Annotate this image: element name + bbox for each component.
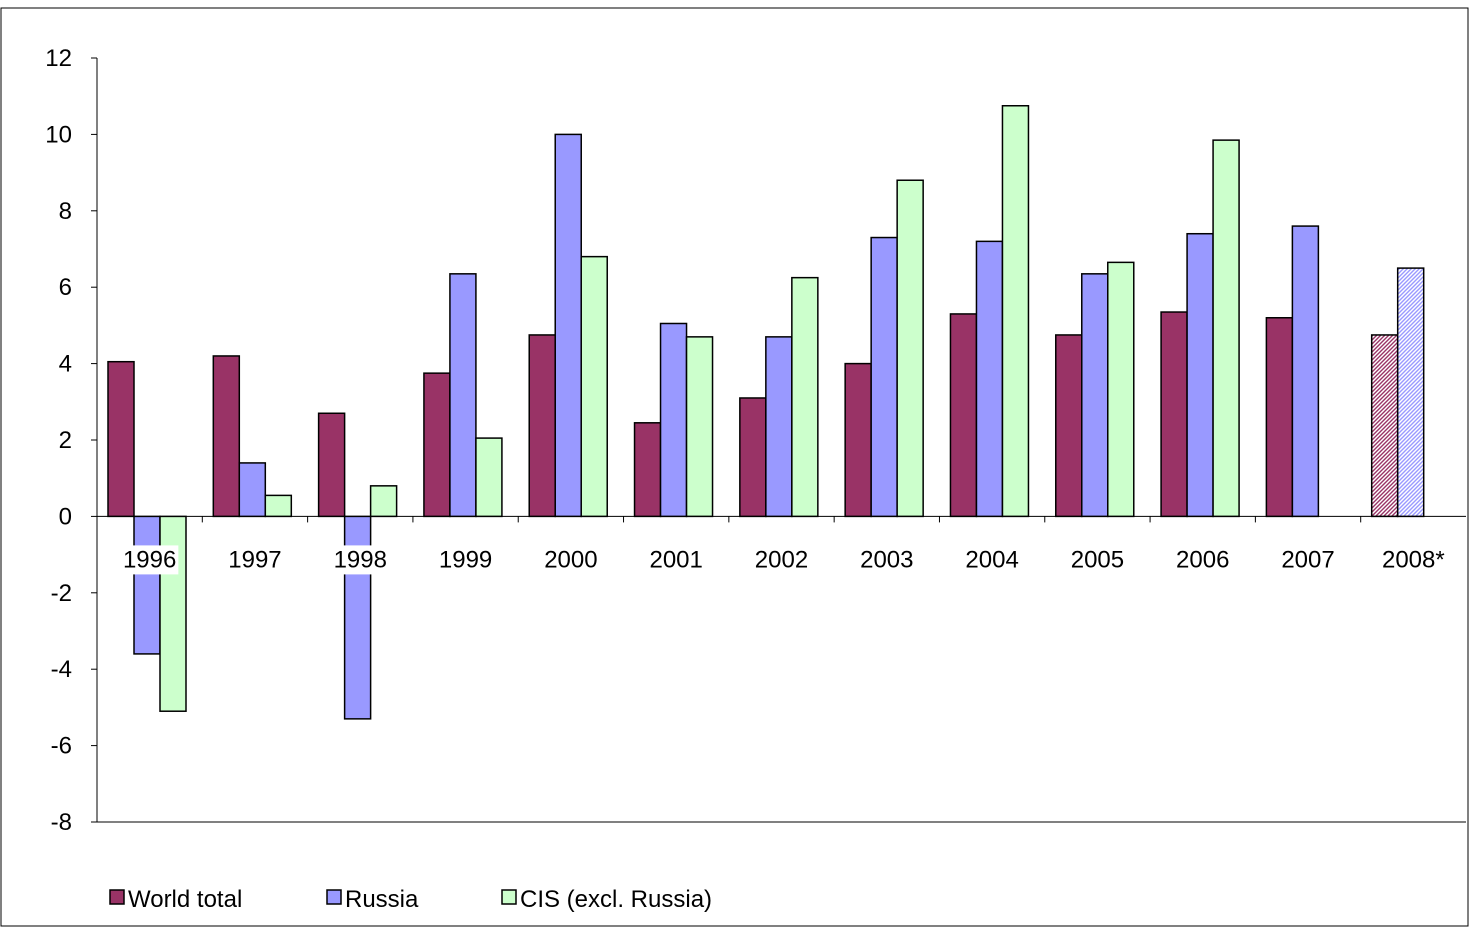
x-tick-label: 1997 [228, 546, 281, 573]
bar-cis-excl-russia-2004 [1001, 105, 1030, 518]
bar-world-total-2006 [1160, 311, 1188, 518]
bar-russia-2005 [1081, 273, 1109, 518]
bar-cis-excl-russia-1997 [264, 494, 293, 518]
bar-cis-excl-russia-2000 [580, 255, 608, 518]
x-tick-label: 1998 [334, 546, 387, 573]
x-tick-label: 1996 [123, 546, 176, 573]
x-tick-label-background [226, 545, 284, 575]
bar-russia-2008 [1396, 267, 1425, 518]
bars-layer [107, 105, 1425, 720]
bar-world-total-2001 [633, 422, 662, 518]
bar-world-total-1997 [212, 355, 241, 518]
x-tick-label: 2003 [860, 546, 913, 573]
x-tick-label: 2007 [1281, 546, 1334, 573]
bar-russia-2007 [1291, 225, 1320, 518]
y-tick-label: 0 [59, 503, 72, 530]
bar-world-total-2008 [1370, 334, 1399, 518]
bar-russia-2004 [975, 240, 1004, 518]
bar-world-total-2005 [1055, 334, 1083, 518]
x-tick-label-background [1379, 545, 1447, 575]
bar-world-total-1998 [317, 412, 346, 518]
y-tick-label: -6 [51, 733, 72, 760]
x-tick-label: 2005 [1071, 546, 1124, 573]
x-tick-label-background [858, 545, 916, 575]
x-tick-label: 1999 [439, 546, 492, 573]
y-tick-label: 6 [59, 274, 72, 301]
x-tick-label-background [963, 545, 1021, 575]
x-tick-label-background [647, 545, 705, 575]
bar-world-total-1999 [423, 372, 451, 518]
y-tick-label: -8 [51, 809, 72, 836]
y-tick-label: -2 [51, 580, 72, 607]
y-tick-label: 12 [45, 45, 72, 72]
x-tick-label-background [120, 545, 179, 575]
x-tick-label: 2006 [1176, 546, 1229, 573]
bar-world-total-2000 [528, 334, 556, 518]
bar-russia-2006 [1186, 232, 1214, 518]
x-tick-label-background [1068, 545, 1127, 575]
x-tick-label: 2004 [965, 546, 1018, 573]
y-tick-labels: 12 10 8 6 4 2 0 -2 -4 -6 -8 [45, 45, 72, 836]
bar-world-total-2003 [844, 362, 872, 518]
x-tick-label-background [331, 545, 389, 575]
legend-swatch-russia [326, 889, 342, 905]
legend-swatch-cis-excl-russia [501, 889, 517, 905]
bar-cis-excl-russia-2001 [685, 336, 714, 518]
bar-cis-excl-russia-2005 [1107, 261, 1135, 518]
x-tick-label-background [542, 545, 600, 575]
bar-russia-1997 [238, 462, 267, 518]
x-tick-label-background [1279, 545, 1337, 575]
x-tick-label: 2002 [755, 546, 808, 573]
y-tick-label: 10 [45, 121, 72, 148]
x-tick-label-background [436, 545, 495, 575]
x-tick-label-background [1174, 545, 1232, 575]
x-tick-label: 2008* [1382, 546, 1445, 573]
x-tick-label: 2001 [649, 546, 702, 573]
bar-world-total-2007 [1265, 317, 1294, 518]
bar-world-total-2004 [949, 313, 978, 518]
axes-layer [91, 57, 1466, 823]
x-tick-labels: 1996 1997 1998 1999 2000 2001 2002 2003 2004 2005… [120, 545, 1447, 575]
legend-label: Russia [345, 886, 419, 913]
bar-cis-excl-russia-2002 [791, 276, 819, 518]
y-tick-label: 2 [59, 427, 72, 454]
legend-label: CIS (excl. Russia) [520, 886, 712, 913]
legend-label: World total [128, 886, 242, 913]
bar-world-total-1996 [107, 360, 135, 518]
y-tick-label: 4 [59, 351, 72, 378]
bar-cis-excl-russia-1999 [475, 437, 503, 518]
y-tick-label: -4 [51, 656, 72, 683]
x-tick-label: 2000 [544, 546, 597, 573]
bar-russia-2002 [765, 336, 793, 518]
bar-cis-excl-russia-2003 [896, 179, 924, 518]
bar-russia-2003 [870, 236, 898, 518]
bar-russia-2000 [554, 133, 582, 518]
y-tick-label: 8 [59, 198, 72, 225]
bar-russia-1999 [449, 273, 477, 518]
legend-swatch-world-total [109, 889, 125, 905]
bar-russia-2001 [659, 322, 688, 518]
bar-world-total-2002 [739, 397, 767, 518]
legend: World total Russia CIS (excl. Russia) [109, 886, 712, 913]
bar-cis-excl-russia-1998 [369, 485, 398, 518]
bar-cis-excl-russia-2006 [1212, 139, 1240, 518]
x-tick-label-background [752, 545, 811, 575]
bar-russia-1996 [133, 515, 161, 655]
